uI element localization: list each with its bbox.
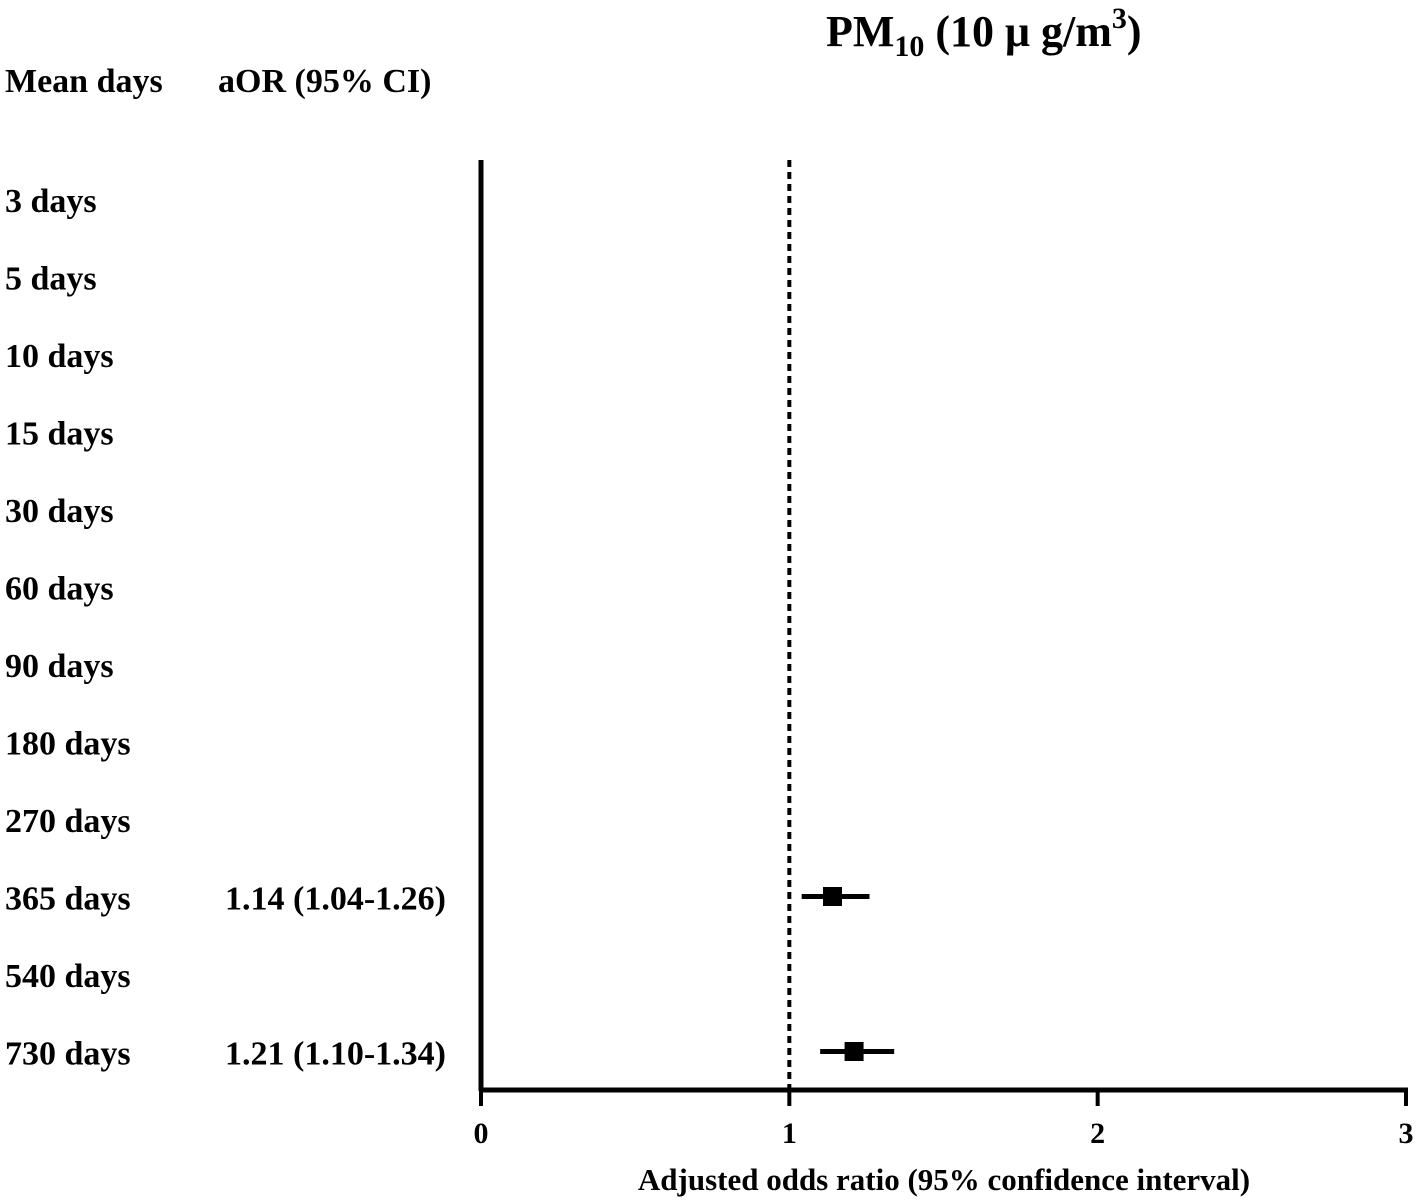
column-header-label: Mean days [5, 63, 163, 100]
point-estimate [844, 1042, 864, 1061]
chart-title-subscript: 10 [894, 30, 924, 63]
x-tick-label: 3 [1399, 1117, 1414, 1150]
row-label: 15 days [5, 416, 114, 453]
x-tick-label: 0 [474, 1117, 489, 1150]
point-estimate [823, 887, 842, 906]
row-label: 10 days [5, 338, 114, 375]
estimate-label: 1.21 (1.10-1.34) [225, 1036, 446, 1073]
x-ticks: 0 1 2 3 [474, 1090, 1414, 1150]
column-header-estimate: aOR (95% CI) [218, 63, 431, 100]
chart-title-main: PM [826, 7, 894, 56]
estimate-label: 1.14 (1.04-1.26) [225, 881, 446, 918]
chart-title-close: ) [1127, 7, 1142, 56]
row-label: 270 days [5, 803, 131, 840]
row-label: 60 days [5, 571, 114, 608]
row-label: 540 days [5, 958, 131, 995]
row-labels: 3 days 5 days 10 days 15 days 30 days 60 days… [5, 183, 131, 1073]
x-tick-label: 1 [782, 1117, 797, 1150]
x-tick-label: 2 [1090, 1117, 1105, 1150]
x-axis-label: Adjusted odds ratio (95% confidence inte… [638, 1162, 1250, 1197]
row-label: 30 days [5, 493, 114, 530]
chart-title-superscript: 3 [1112, 2, 1127, 35]
estimate-labels: 1.14 (1.04-1.26) 1.21 (1.10-1.34) [225, 881, 446, 1073]
estimate-marks [801, 887, 895, 1061]
chart-title-unit: (10 μ g/m [924, 7, 1111, 56]
row-label: 5 days [5, 261, 97, 298]
row-label: 180 days [5, 726, 131, 763]
row-label: 3 days [5, 183, 97, 220]
row-label: 90 days [5, 648, 114, 685]
row-label: 365 days [5, 881, 131, 918]
row-label: 730 days [5, 1036, 131, 1073]
chart-title: PM10 (10 μ g/m3) [826, 2, 1142, 63]
